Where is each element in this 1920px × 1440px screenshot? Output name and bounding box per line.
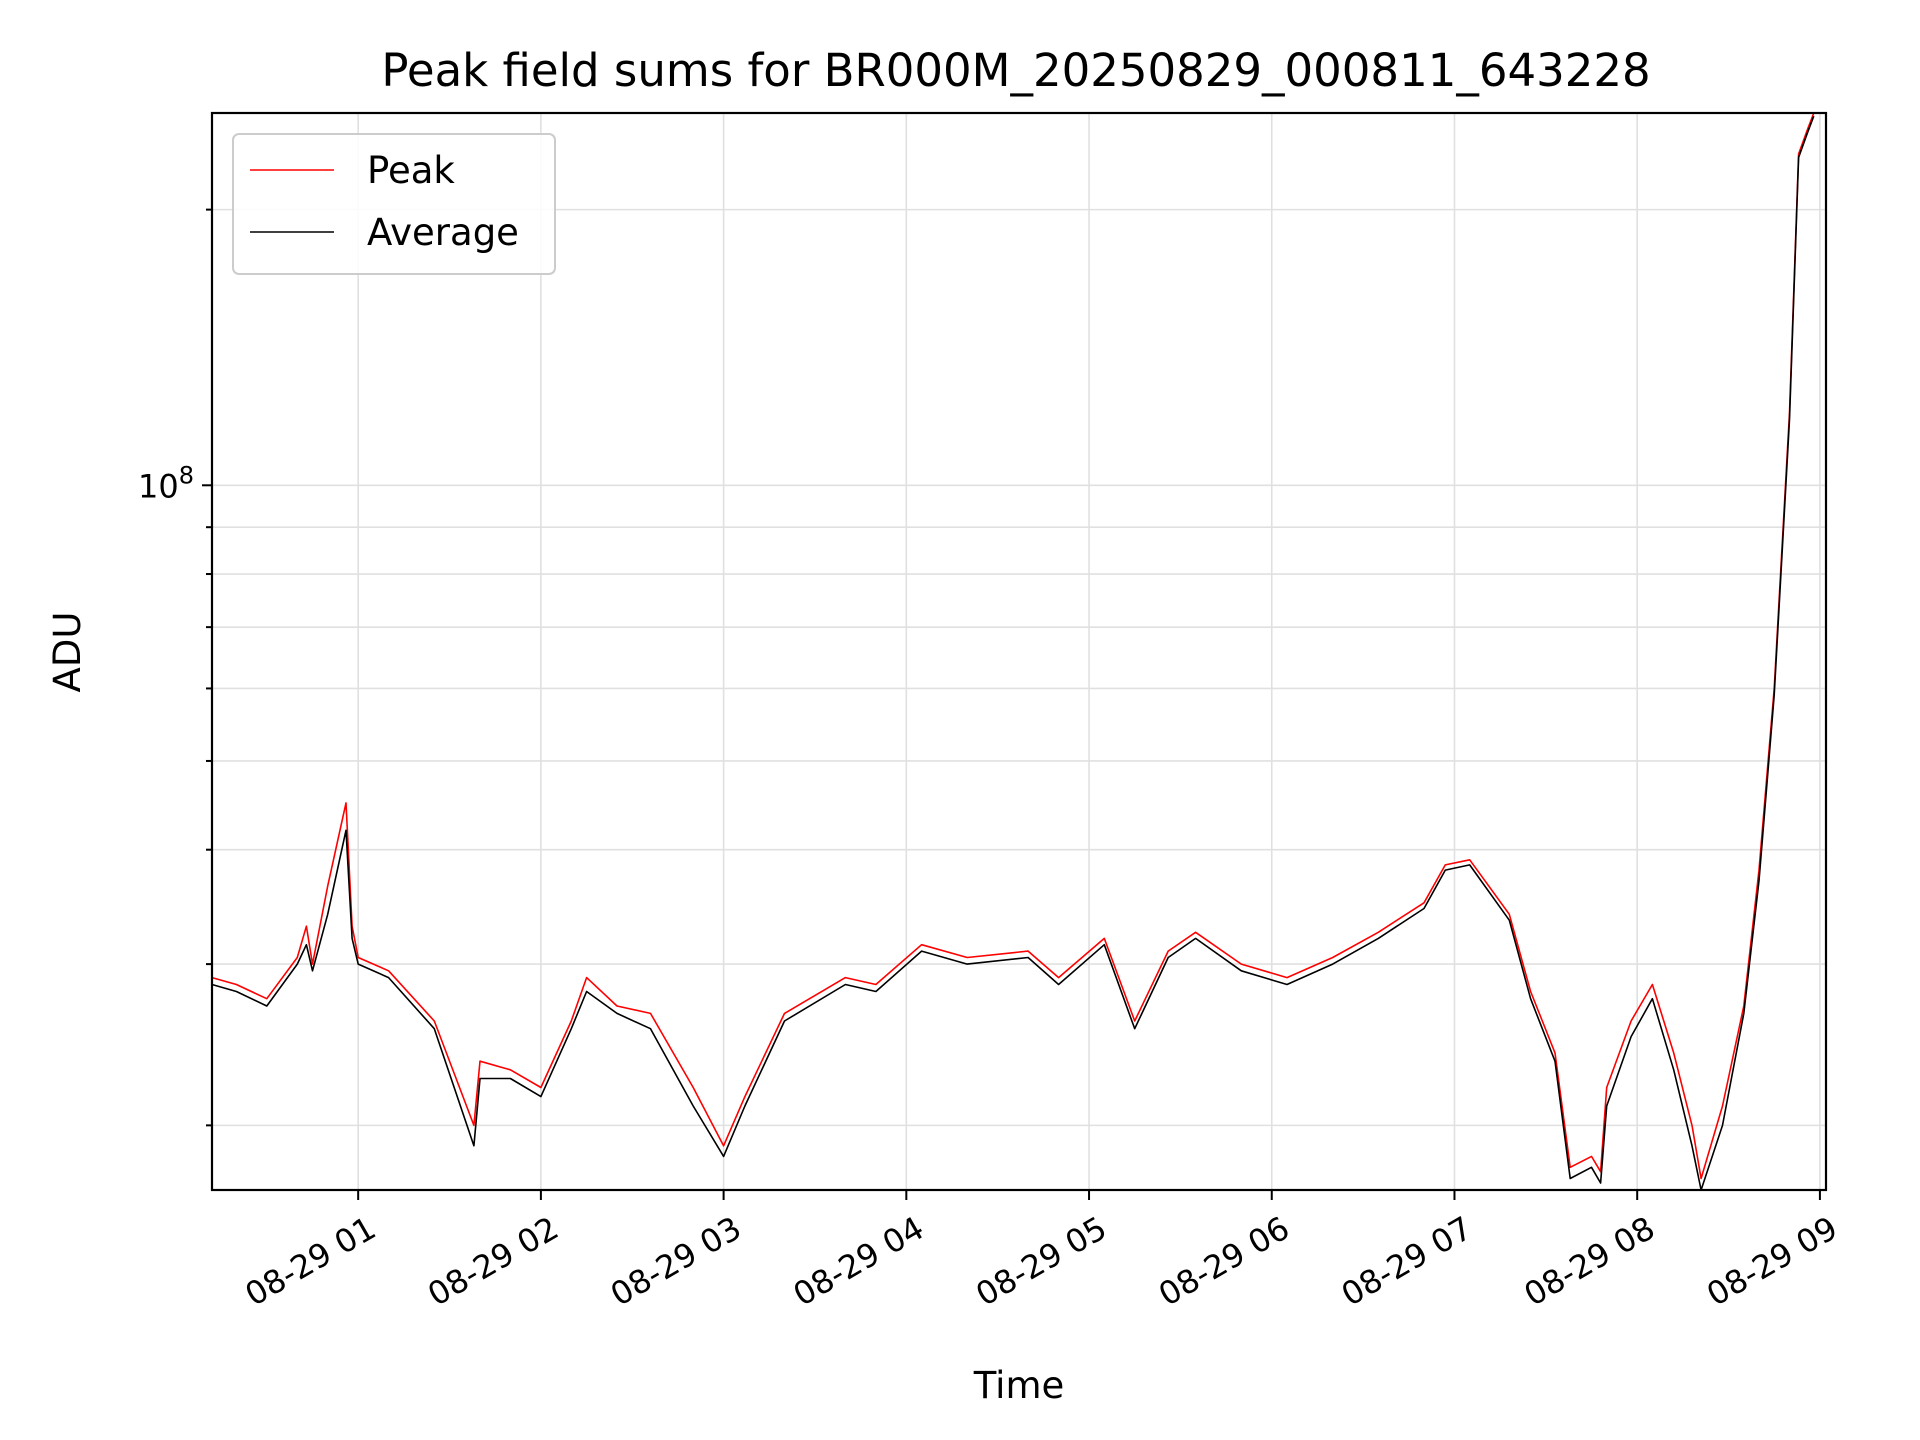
series-layer <box>211 112 1815 1191</box>
series-line-average <box>211 115 1815 1191</box>
legend: Peak Average <box>232 133 556 275</box>
y-axis-label: ADU <box>46 612 89 693</box>
chart-title: Peak field sums for BR000M_20250829_0008… <box>381 44 1650 97</box>
legend-box <box>232 133 556 275</box>
grid <box>212 113 1826 1190</box>
x-axis-label: Time <box>973 1364 1065 1407</box>
y-axis-ticks: 108 <box>138 208 212 1127</box>
plot-frame <box>210 111 1828 1192</box>
y-tick-label: 108 <box>138 461 194 505</box>
legend-label-peak: Peak <box>367 149 455 192</box>
legend-label-average: Average <box>367 211 519 254</box>
series-line-peak <box>211 112 1815 1180</box>
